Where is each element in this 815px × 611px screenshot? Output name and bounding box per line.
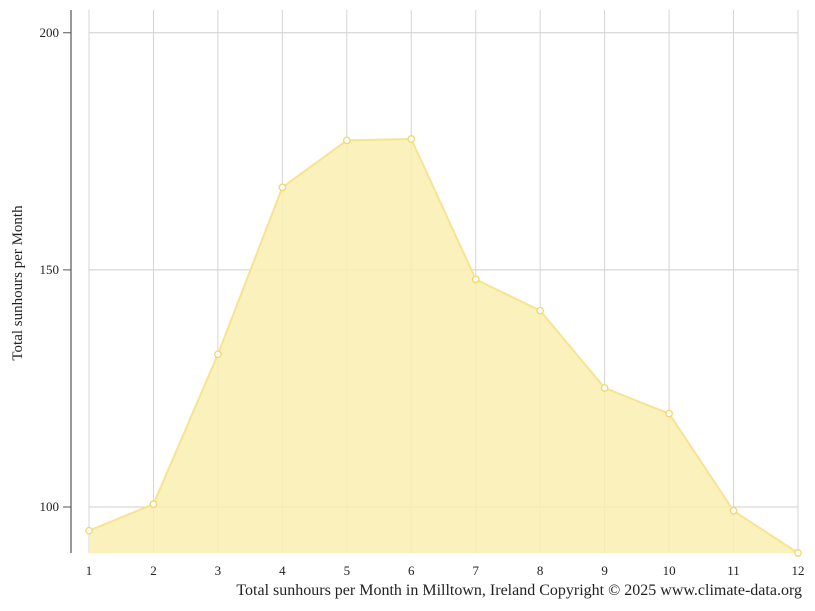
- x-tick-label: 10: [663, 563, 676, 578]
- x-tick-label: 12: [792, 563, 805, 578]
- y-tick-label: 150: [40, 262, 60, 277]
- data-point: [729, 506, 738, 515]
- data-point: [149, 500, 158, 509]
- data-point: [85, 526, 93, 535]
- series-line: [88, 137, 799, 554]
- x-tick-label: 7: [472, 563, 479, 578]
- axes: [63, 10, 72, 553]
- chart-caption: Total sunhours per Month in Milltown, Ir…: [236, 582, 802, 599]
- data-point: [600, 384, 609, 392]
- area-fill: [89, 138, 798, 554]
- data-point: [342, 136, 351, 145]
- x-tick-label: 11: [727, 563, 740, 578]
- data-markers: [85, 135, 802, 557]
- data-point: [536, 306, 545, 315]
- data-point: [407, 135, 416, 143]
- data-point: [794, 549, 802, 557]
- y-tick-label: 200: [40, 25, 60, 40]
- data-point: [665, 409, 673, 418]
- x-tick-label: 4: [279, 563, 286, 578]
- x-tick-label: 5: [344, 563, 351, 578]
- x-tick-label: 3: [215, 563, 222, 578]
- x-tick-label: 2: [150, 563, 157, 578]
- data-point: [471, 275, 480, 284]
- y-tick-label: 100: [40, 499, 60, 514]
- data-point: [278, 183, 287, 192]
- x-tick-label: 1: [86, 563, 93, 578]
- data-point: [214, 350, 222, 359]
- x-tick-label: 9: [601, 563, 608, 578]
- x-tick-label: 6: [408, 563, 415, 578]
- x-tick-label: 8: [537, 563, 544, 578]
- series-area: [88, 137, 799, 554]
- y-axis-label: Total sunhours per Month: [10, 205, 26, 361]
